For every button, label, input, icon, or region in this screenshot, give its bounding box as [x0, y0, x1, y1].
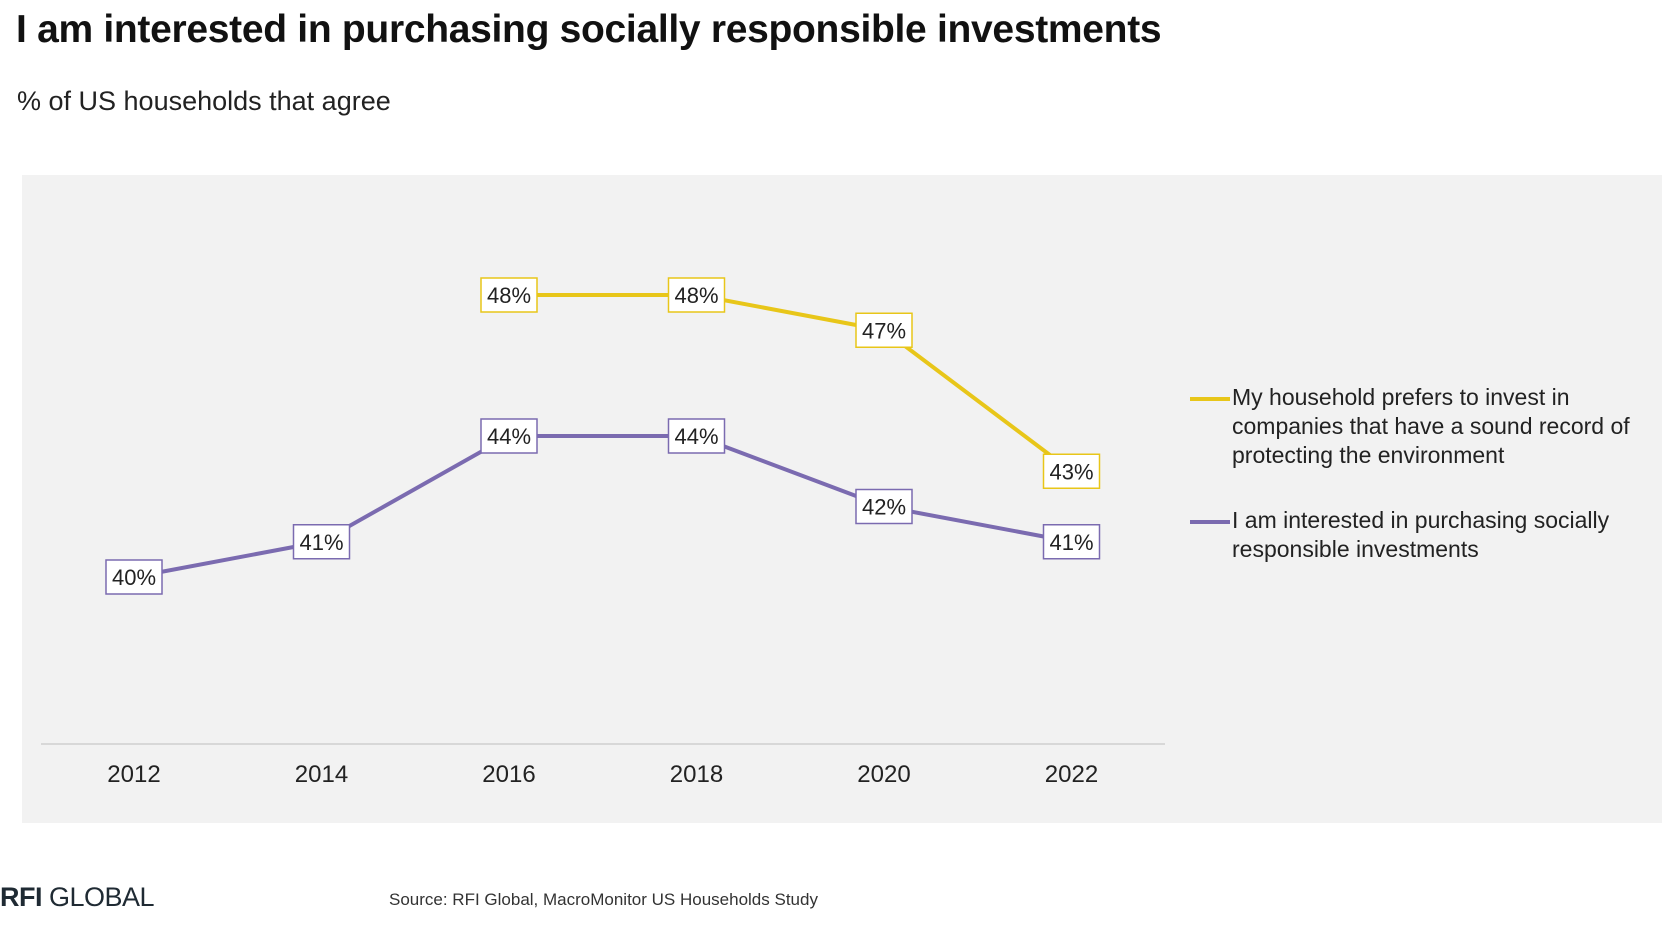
logo-global: GLOBAL [49, 882, 155, 912]
legend-swatch-socially-responsible [1190, 520, 1230, 524]
data-label-text: 44% [674, 424, 718, 449]
data-label-box [855, 312, 913, 348]
data-label-box [1042, 524, 1101, 560]
data-label-text: 41% [299, 530, 343, 555]
data-label-0-2016: 48% [480, 277, 538, 313]
data-label-text: 44% [487, 424, 531, 449]
legend-label-socially-responsible: I am interested in purchasing socially r… [1232, 507, 1610, 562]
legend-item-environment: My household prefers to invest in compan… [1190, 383, 1650, 470]
x-tick-label-2018: 2018 [670, 761, 723, 788]
data-label-text: 43% [1049, 459, 1093, 484]
data-label-1-2018: 44% [667, 418, 726, 454]
series-line-0 [509, 293, 1073, 473]
legend-swatch-environment [1190, 397, 1230, 401]
data-label-0-2020: 47% [855, 312, 913, 348]
series-layer [133, 293, 1073, 579]
chart-panel [22, 175, 1662, 823]
rfi-global-logo: RFI GLOBAL [0, 882, 155, 913]
x-tick-label-2022: 2022 [1045, 761, 1098, 788]
source-note: Source: RFI Global, MacroMonitor US Hous… [389, 890, 818, 909]
data-label-text: 40% [112, 565, 156, 590]
x-tick-labels: 2012 2014 2016 2018 2020 2022 [107, 761, 1098, 788]
data-label-text: 42% [862, 495, 906, 520]
data-label-text: 48% [674, 283, 718, 308]
chart-title: I am interested in purchasing socially r… [16, 8, 1162, 51]
x-tick-label-2012: 2012 [107, 761, 160, 788]
data-label-0-2018: 48% [667, 277, 726, 313]
data-label-layer: 48% 48% 47% 43% 40% 41% 44% 44% 42% 41% [105, 277, 1101, 595]
data-label-text: 41% [1049, 530, 1093, 555]
data-label-1-2020: 42% [855, 488, 913, 525]
data-label-box [667, 418, 726, 454]
legend: My household prefers to invest in compan… [1190, 383, 1650, 600]
data-label-box [105, 559, 163, 595]
data-label-1-2022: 41% [1042, 524, 1101, 560]
data-label-1-2012: 40% [105, 559, 163, 595]
data-label-box [480, 277, 538, 313]
data-label-box [480, 418, 538, 454]
data-label-text: 48% [487, 283, 531, 308]
data-label-box [855, 488, 913, 525]
data-label-1-2016: 44% [480, 418, 538, 454]
data-label-box [292, 524, 351, 560]
logo-rfi: RFI [0, 882, 43, 912]
chart-subtitle: % of US households that agree [17, 86, 391, 116]
x-tick-label-2016: 2016 [482, 761, 535, 788]
data-label-box [1042, 453, 1101, 489]
legend-label-environment: My household prefers to invest in compan… [1232, 384, 1630, 468]
legend-item-socially-responsible: I am interested in purchasing socially r… [1190, 506, 1650, 564]
data-label-1-2014: 41% [292, 524, 351, 560]
data-label-box [667, 277, 726, 313]
data-label-0-2022: 43% [1042, 453, 1101, 489]
x-tick-label-2014: 2014 [295, 761, 348, 788]
series-line-1 [133, 434, 1072, 579]
data-label-text: 47% [862, 318, 906, 343]
x-tick-label-2020: 2020 [857, 761, 910, 788]
